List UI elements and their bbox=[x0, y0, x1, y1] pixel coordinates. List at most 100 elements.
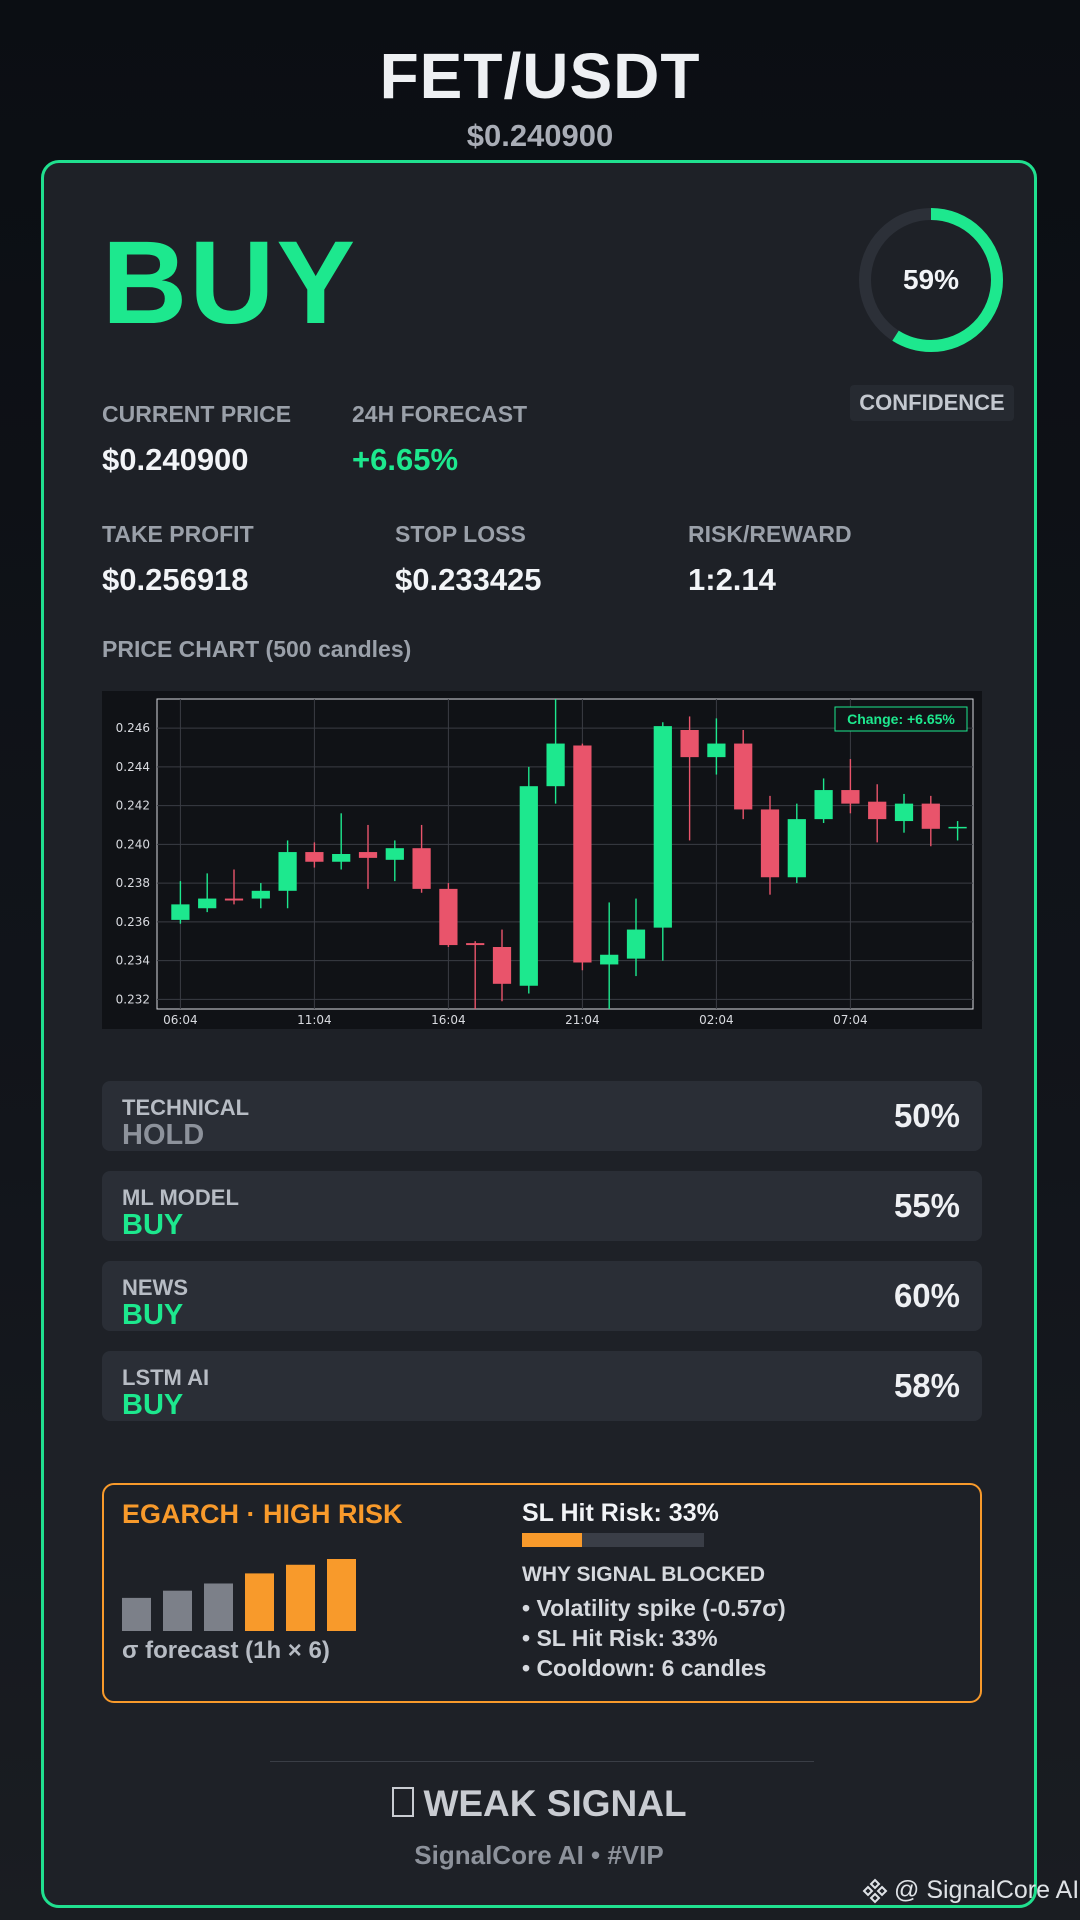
change-annotation: Change: +6.65% bbox=[847, 711, 955, 727]
component-row-news: NEWS BUY 60% bbox=[102, 1261, 982, 1331]
x-tick-label: 16:04 bbox=[431, 1013, 466, 1027]
divider bbox=[270, 1761, 814, 1762]
sigma-bar bbox=[245, 1573, 274, 1631]
current-price-label: CURRENT PRICE bbox=[102, 401, 292, 427]
header: FET/USDT $0.240900 bbox=[0, 38, 1080, 154]
component-label: ML MODEL bbox=[122, 1185, 239, 1210]
risk-panel: EGARCH · HIGH RISK σ forecast (1h × 6) S… bbox=[102, 1483, 982, 1703]
candle-body bbox=[653, 726, 672, 928]
take-profit-label: TAKE PROFIT bbox=[102, 521, 254, 547]
candle-body bbox=[573, 745, 592, 963]
component-signal: BUY bbox=[122, 1209, 184, 1241]
candle-body bbox=[760, 809, 780, 878]
current-price-value: $0.240900 bbox=[102, 442, 249, 477]
candle-body bbox=[251, 890, 270, 899]
y-tick-label: 0.236 bbox=[116, 915, 150, 929]
blocked-reasons: • Volatility spike (-0.57σ) • SL Hit Ris… bbox=[522, 1593, 786, 1683]
x-tick-label: 11:04 bbox=[297, 1013, 332, 1027]
component-row-lstm-ai: LSTM AI BUY 58% bbox=[102, 1351, 982, 1421]
sigma-bar bbox=[327, 1559, 356, 1631]
candle-body bbox=[894, 803, 914, 822]
candle-body bbox=[626, 929, 646, 959]
current-price-metric: CURRENT PRICE $0.240900 bbox=[102, 401, 291, 478]
sigma-forecast-bars bbox=[122, 1559, 356, 1631]
forecast-label: 24H FORECAST bbox=[352, 401, 528, 427]
x-tick-label: 02:04 bbox=[699, 1013, 734, 1027]
candle-body bbox=[385, 848, 404, 860]
sigma-bar bbox=[163, 1590, 192, 1631]
sigma-bar bbox=[204, 1583, 233, 1631]
y-tick-label: 0.244 bbox=[116, 760, 150, 774]
component-signal: HOLD bbox=[122, 1119, 205, 1151]
y-tick-label: 0.240 bbox=[116, 837, 150, 851]
candle-body bbox=[412, 848, 431, 889]
x-tick-label: 06:04 bbox=[163, 1013, 198, 1027]
reason-item: • Cooldown: 6 candles bbox=[522, 1655, 767, 1681]
stop-loss-metric: STOP LOSS $0.233425 bbox=[395, 521, 542, 598]
reason-item: • Volatility spike (-0.57σ) bbox=[522, 1595, 786, 1621]
candle-body bbox=[466, 943, 485, 946]
risk-reward-label: RISK/REWARD bbox=[688, 521, 852, 547]
brand-line: SignalCore AI • #VIP bbox=[414, 1840, 664, 1870]
candle-body bbox=[332, 854, 351, 862]
component-pct: 58% bbox=[893, 1367, 960, 1404]
component-row-technical: TECHNICAL HOLD 50% bbox=[102, 1081, 982, 1151]
y-tick-label: 0.246 bbox=[116, 721, 150, 735]
candle-body bbox=[841, 790, 860, 804]
candle-body bbox=[492, 947, 512, 984]
forecast-metric: 24H FORECAST +6.65% bbox=[352, 401, 527, 478]
stop-loss-value: $0.233425 bbox=[395, 562, 542, 597]
candle-body bbox=[734, 743, 753, 810]
warning-icon bbox=[392, 1787, 415, 1817]
weak-signal: WEAK SIGNAL bbox=[44, 1783, 1034, 1825]
sl-risk-fill bbox=[522, 1533, 583, 1547]
risk-reward-metric: RISK/REWARD 1:2.14 bbox=[688, 521, 852, 598]
candle-body bbox=[305, 852, 324, 862]
component-signal: BUY bbox=[122, 1389, 184, 1421]
signal-card: BUY 59% CONFIDENCE CURRENT PRICE $0.2409… bbox=[41, 160, 1037, 1908]
take-profit-value: $0.256918 bbox=[102, 562, 249, 597]
candle-body bbox=[546, 743, 565, 787]
sl-risk-bar bbox=[522, 1533, 704, 1547]
component-row-ml-model: ML MODEL BUY 55% bbox=[102, 1171, 982, 1241]
component-pct: 55% bbox=[893, 1187, 960, 1224]
component-label: TECHNICAL bbox=[122, 1095, 250, 1120]
x-tick-label: 21:04 bbox=[565, 1013, 600, 1027]
risk-reward-value: 1:2.14 bbox=[688, 562, 776, 597]
why-blocked-title: WHY SIGNAL BLOCKED bbox=[522, 1563, 766, 1586]
candle-body bbox=[171, 904, 190, 920]
confidence-label: CONFIDENCE bbox=[850, 385, 1014, 421]
change-annotation-box bbox=[834, 706, 968, 732]
sigma-bar bbox=[286, 1564, 315, 1631]
candle-body bbox=[439, 888, 458, 946]
component-label: NEWS bbox=[122, 1275, 188, 1300]
confidence-value: 59% bbox=[902, 264, 960, 295]
candle-body bbox=[358, 852, 378, 858]
watermark: @ SignalCore AI bbox=[862, 1876, 1079, 1905]
reason-item: • SL Hit Risk: 33% bbox=[522, 1625, 718, 1651]
chart-title: PRICE CHART (500 candles) bbox=[102, 636, 412, 662]
component-signal: BUY bbox=[122, 1299, 184, 1331]
candle-body bbox=[278, 852, 297, 891]
header-price: $0.240900 bbox=[466, 118, 614, 153]
candle-body bbox=[680, 730, 699, 758]
y-tick-label: 0.232 bbox=[116, 992, 150, 1006]
y-tick-label: 0.238 bbox=[116, 876, 150, 890]
candle-body bbox=[814, 790, 833, 820]
price-chart: 0.232 0.234 0.236 0.238 0.240 0.242 0.244 0.246… bbox=[102, 691, 982, 1029]
candle-body bbox=[600, 954, 619, 965]
candle-body bbox=[868, 801, 887, 820]
diamond-logo-icon bbox=[862, 1878, 888, 1904]
risk-title: EGARCH · HIGH RISK bbox=[122, 1499, 403, 1529]
candle-body bbox=[519, 786, 538, 986]
stop-loss-label: STOP LOSS bbox=[395, 521, 526, 547]
candle-body bbox=[224, 898, 244, 901]
x-tick-label: 07:04 bbox=[833, 1013, 868, 1027]
signal-label: BUY bbox=[102, 217, 358, 349]
candle-body bbox=[921, 803, 940, 829]
forecast-value: +6.65% bbox=[352, 442, 459, 477]
confidence-gauge bbox=[859, 208, 1003, 352]
y-tick-label: 0.234 bbox=[116, 954, 150, 968]
candle-body bbox=[707, 743, 726, 758]
sl-risk-label: SL Hit Risk: 33% bbox=[522, 1499, 719, 1527]
